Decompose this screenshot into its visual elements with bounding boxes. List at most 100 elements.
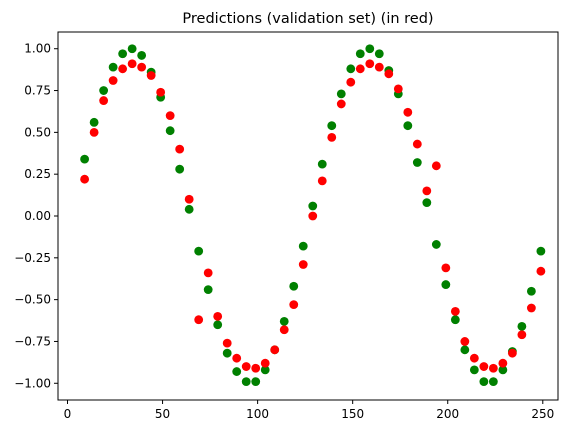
data-point [80,154,90,164]
data-point [317,159,327,169]
x-tick-label: 100 [246,407,269,421]
data-point [203,268,213,278]
y-tick-label: −1.00 [14,376,51,390]
y-tick-label: −0.75 [14,334,51,348]
data-point [431,161,441,171]
data-point [469,353,479,363]
data-point [526,303,536,313]
data-point [213,311,223,321]
data-point [355,49,365,59]
data-point [460,337,470,346]
data-point [479,377,489,386]
data-point [89,127,99,137]
data-point [137,62,147,72]
data-point [108,76,118,85]
chart-title: Predictions (validation set) (in red) [182,11,433,27]
data-point [479,362,489,371]
data-point [384,69,394,79]
data-point [289,281,299,291]
data-point [336,99,346,109]
data-point [488,377,498,386]
data-point [289,300,299,310]
data-point [441,280,451,289]
data-point [374,62,384,72]
data-point [517,322,527,331]
y-tick-label: −0.50 [14,293,51,307]
data-point [260,358,270,368]
data-point [441,263,451,273]
data-point [450,306,460,316]
y-tick-label: 1.00 [24,42,51,56]
data-point [374,49,384,59]
y-tick-label: 0.75 [24,84,51,98]
data-point [298,260,308,269]
data-point [127,59,137,69]
data-point [469,365,479,375]
data-point [194,246,204,256]
x-axis: 0 50 100 150 200 250 [64,400,554,421]
data-point [118,64,128,74]
data-point [393,84,403,94]
data-point [412,139,422,149]
data-point [327,121,337,131]
y-tick-label: −0.25 [14,251,51,265]
data-point [507,348,517,358]
data-point [336,89,346,99]
data-point [460,345,470,355]
data-point [165,111,175,121]
data-point [346,77,356,87]
data-point [99,96,109,105]
y-tick-label: 0.50 [24,125,51,139]
data-point [422,198,432,208]
data-point [298,241,308,251]
data-point [222,348,232,358]
data-point [260,365,270,375]
data-point [450,315,460,325]
data-point [184,194,194,204]
data-point [355,64,365,74]
data-point [403,121,413,131]
data-point [118,49,128,59]
data-point [536,246,546,256]
data-point [365,59,375,69]
data-point [412,158,422,167]
data-point [251,377,261,386]
data-point [232,353,242,363]
data-point [327,132,337,142]
y-axis: −1.00 −0.75 −0.50 −0.25 0.00 0.25 0.50 0.75 1.00 [14,42,58,390]
data-point [108,62,118,72]
data-point [308,201,318,211]
data-point [526,286,536,296]
data-point [536,266,546,276]
x-tick-label: 0 [64,407,72,421]
data-point [80,174,90,184]
data-point [498,358,508,368]
data-point [127,44,137,54]
data-point [279,325,289,335]
data-point [488,363,498,373]
data-point [241,377,251,386]
data-point [431,240,441,249]
data-point [279,316,289,326]
data-point [184,204,194,214]
x-tick-label: 200 [436,407,459,421]
data-point [175,144,185,154]
data-point [165,126,175,136]
data-point [422,186,432,196]
data-points [80,44,546,386]
data-point [403,107,413,117]
data-point [270,345,280,355]
data-point [317,176,327,186]
data-point [308,211,318,221]
data-point [194,315,204,325]
data-point [251,363,261,373]
data-point [365,44,375,54]
data-point [346,64,356,74]
x-tick-label: 250 [531,407,554,421]
data-point [89,117,99,127]
data-point [222,338,232,348]
data-point [517,330,527,340]
plot-frame [57,31,559,401]
data-point [146,71,156,80]
